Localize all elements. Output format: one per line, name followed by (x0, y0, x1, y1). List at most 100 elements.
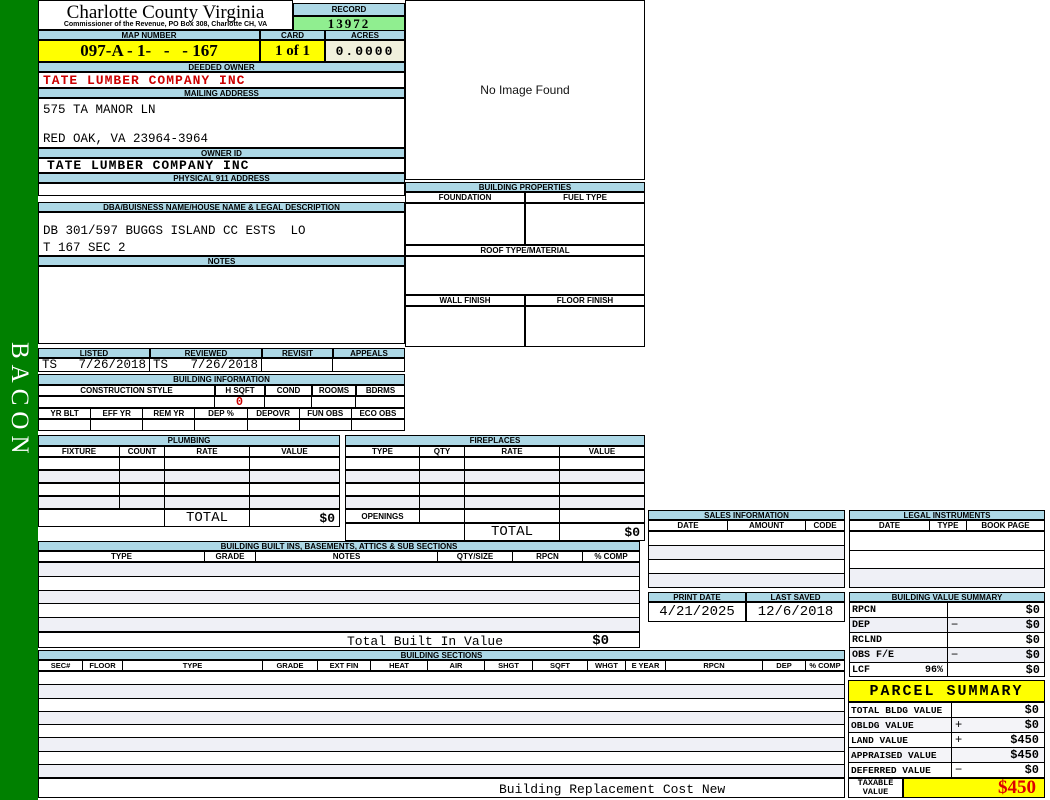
h-sqft-value: 0 (215, 397, 265, 407)
foundation-header: FOUNDATION (405, 192, 525, 203)
review-values-row: TS 7/26/2018 TS 7/26/2018 (38, 358, 405, 372)
bs-col-eyear: E YEAR (626, 661, 666, 670)
empty-cell (195, 420, 248, 430)
eco-obs-header: ECO OBS (359, 409, 397, 418)
empty-cell (420, 510, 465, 522)
bvs-value: $0 (1025, 603, 1040, 617)
building-sections-header: BUILDING SECTIONS (38, 650, 845, 660)
empty-cell (465, 497, 560, 508)
roof-type-header: ROOF TYPE/MATERIAL (405, 245, 645, 256)
ps-label: TOTAL BLDG VALUE (849, 703, 952, 717)
card-value: 1 of 1 (260, 40, 325, 62)
yr-blt-header: YR BLT (39, 409, 92, 418)
empty-cell (465, 471, 560, 482)
reviewed-date: 7/26/2018 (190, 359, 258, 371)
mailing-address-line2: RED OAK, VA 23964-3964 (43, 132, 209, 146)
floor-finish-field (525, 306, 645, 347)
fireplaces-total-value: $0 (624, 524, 640, 540)
empty-cell (250, 458, 339, 469)
empty-cell (560, 484, 644, 495)
table-row (38, 483, 340, 496)
acres-value: 0.0000 (325, 40, 405, 62)
physical-address-field (38, 183, 405, 196)
commissioner-address: Commissioner of the Revenue, PO Box 308,… (63, 21, 268, 28)
map-number-value: 097-A - 1- - - 167 (38, 40, 260, 62)
bdrms-header: BDRMS (356, 385, 405, 396)
taxable-value: $450 (903, 777, 1045, 798)
empty-cell (346, 458, 420, 469)
foundation-field (405, 203, 525, 245)
ps-value: $450 (1010, 733, 1039, 747)
notes-field (38, 266, 405, 344)
reviewed-cell: TS 7/26/2018 (150, 359, 262, 371)
table-row (39, 604, 639, 619)
bs-col-type: TYPE (123, 661, 263, 670)
ps-row-land: LAND VALUE + $450 (849, 733, 1044, 748)
rooms-header: ROOMS (312, 385, 356, 396)
h-sqft-header: H SQFT (215, 385, 265, 396)
empty-cell (250, 484, 339, 495)
table-row (345, 496, 645, 509)
wall-finish-header: WALL FINISH (405, 295, 525, 306)
plumbing-col-rate: RATE (165, 447, 250, 456)
table-row (649, 560, 844, 574)
bvs-row-lcf: LCF 96% $0 (850, 663, 1044, 677)
print-date-header: PRINT DATE (648, 592, 746, 602)
bvs-row-rclnd: RCLND $0 (850, 633, 1044, 648)
building-value-summary-header: BUILDING VALUE SUMMARY (849, 592, 1045, 602)
sidebar-label: BACON (6, 342, 33, 460)
table-row (39, 711, 844, 725)
bvs-value: $0 (1025, 618, 1040, 632)
empty-cell (420, 458, 465, 469)
building-properties-header: BUILDING PROPERTIES (405, 182, 645, 192)
empty-cell (39, 497, 120, 508)
county-title: Charlotte County Virginia (66, 2, 265, 23)
bs-col-ext-fin: EXT FIN (318, 661, 371, 670)
empty-cell (560, 510, 644, 522)
record-value: 13972 (293, 16, 405, 31)
building-information-header: BUILDING INFORMATION (38, 374, 405, 385)
empty-cell (560, 471, 644, 482)
table-row (38, 470, 340, 483)
ps-operator: + (955, 733, 963, 747)
bs-col-shgt: SHGT (485, 661, 533, 670)
ps-row-total-bldg: TOTAL BLDG VALUE $0 (849, 703, 1044, 718)
parcel-summary-header: PARCEL SUMMARY (848, 680, 1045, 702)
bvs-label: RCLND (852, 634, 883, 646)
ps-operator: − (955, 763, 963, 777)
legal-instruments-header: LEGAL INSTRUMENTS (849, 510, 1045, 520)
fireplaces-openings-row: OPENINGS (345, 509, 645, 523)
plumbing-total-label: TOTAL (165, 510, 250, 526)
last-saved-value: 12/6/2018 (746, 602, 845, 622)
appeals-header: APPEALS (333, 348, 405, 358)
listed-header: LISTED (38, 348, 150, 358)
ps-value: $450 (1010, 748, 1039, 762)
parcel-summary-rows: TOTAL BLDG VALUE $0 OBLDG VALUE + $0 LAND… (848, 702, 1045, 778)
bs-col-dep: DEP (763, 661, 806, 670)
bvs-note: 96% (924, 664, 943, 676)
sales-col-amount: AMOUNT (728, 521, 806, 530)
built-ins-header: BUILDING BUILT INS, BASEMENTS, ATTICS & … (38, 541, 640, 551)
bvs-label: DEP (852, 619, 871, 631)
built-ins-col-grade: GRADE (205, 552, 256, 561)
notes-header: NOTES (38, 256, 405, 266)
building-info-headers-row2: YR BLT EFF YR REM YR DEP % DEPOVR FUN OB… (38, 408, 405, 419)
dep-pct-header: DEP % (195, 409, 248, 418)
taxable-value-label: TAXABLE VALUE (848, 778, 903, 798)
appeals-cell (333, 359, 404, 371)
legal-description-line1: DB 301/597 BUGGS ISLAND CC ESTS LO (43, 224, 306, 238)
table-row (39, 764, 844, 777)
empty-cell (560, 458, 644, 469)
empty-cell (465, 458, 560, 469)
table-row (345, 457, 645, 470)
wall-finish-field (405, 306, 525, 347)
reviewed-by: TS (153, 359, 169, 371)
table-row (39, 685, 844, 699)
bvs-row-dep: DEP − $0 (850, 618, 1044, 633)
table-row (39, 725, 844, 739)
plumbing-col-value: VALUE (281, 447, 308, 456)
record-header: RECORD (293, 3, 405, 16)
sales-information-header: SALES INFORMATION (648, 510, 845, 520)
building-info-values-row2 (38, 419, 405, 431)
table-row (39, 590, 639, 605)
